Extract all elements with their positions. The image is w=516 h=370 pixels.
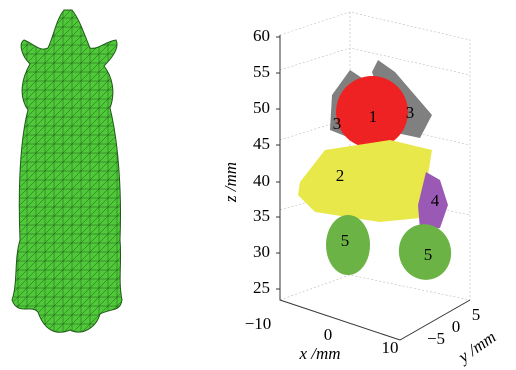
y-tick-label: 5 bbox=[472, 305, 481, 324]
region-label: 4 bbox=[431, 191, 440, 210]
region-shape bbox=[298, 140, 432, 222]
x-tick-label: 10 bbox=[382, 338, 399, 357]
regions: 1 2 3 3 4 5 5 bbox=[298, 60, 457, 286]
z-tick-label: 30 bbox=[253, 242, 270, 261]
x-tick-label: 0 bbox=[324, 325, 333, 344]
z-axis-label: z /mm bbox=[221, 162, 240, 203]
figure: 1 2 3 3 4 5 5 60 55 50 45 40 35 30 25 −1… bbox=[0, 0, 516, 370]
region-label: 3 bbox=[406, 103, 415, 122]
z-tick-label: 25 bbox=[253, 278, 270, 297]
region-label: 1 bbox=[369, 107, 378, 126]
z-tick-label: 35 bbox=[253, 206, 270, 225]
x-axis-label: x /mm bbox=[298, 344, 340, 363]
y-tick-label: −5 bbox=[427, 329, 445, 348]
z-tick-label: 60 bbox=[253, 26, 270, 45]
mouse-mesh bbox=[12, 10, 122, 332]
x-tick-label: −10 bbox=[245, 314, 272, 333]
region-label: 3 bbox=[333, 114, 342, 133]
region-label: 5 bbox=[341, 231, 350, 250]
z-tick-label: 45 bbox=[253, 134, 270, 153]
z-tick-label: 50 bbox=[253, 98, 270, 117]
z-tick-label: 40 bbox=[253, 171, 270, 190]
region-label: 2 bbox=[336, 166, 345, 185]
z-tick-label: 55 bbox=[253, 62, 270, 81]
region-label: 5 bbox=[424, 245, 433, 264]
y-tick-label: 0 bbox=[452, 317, 461, 336]
